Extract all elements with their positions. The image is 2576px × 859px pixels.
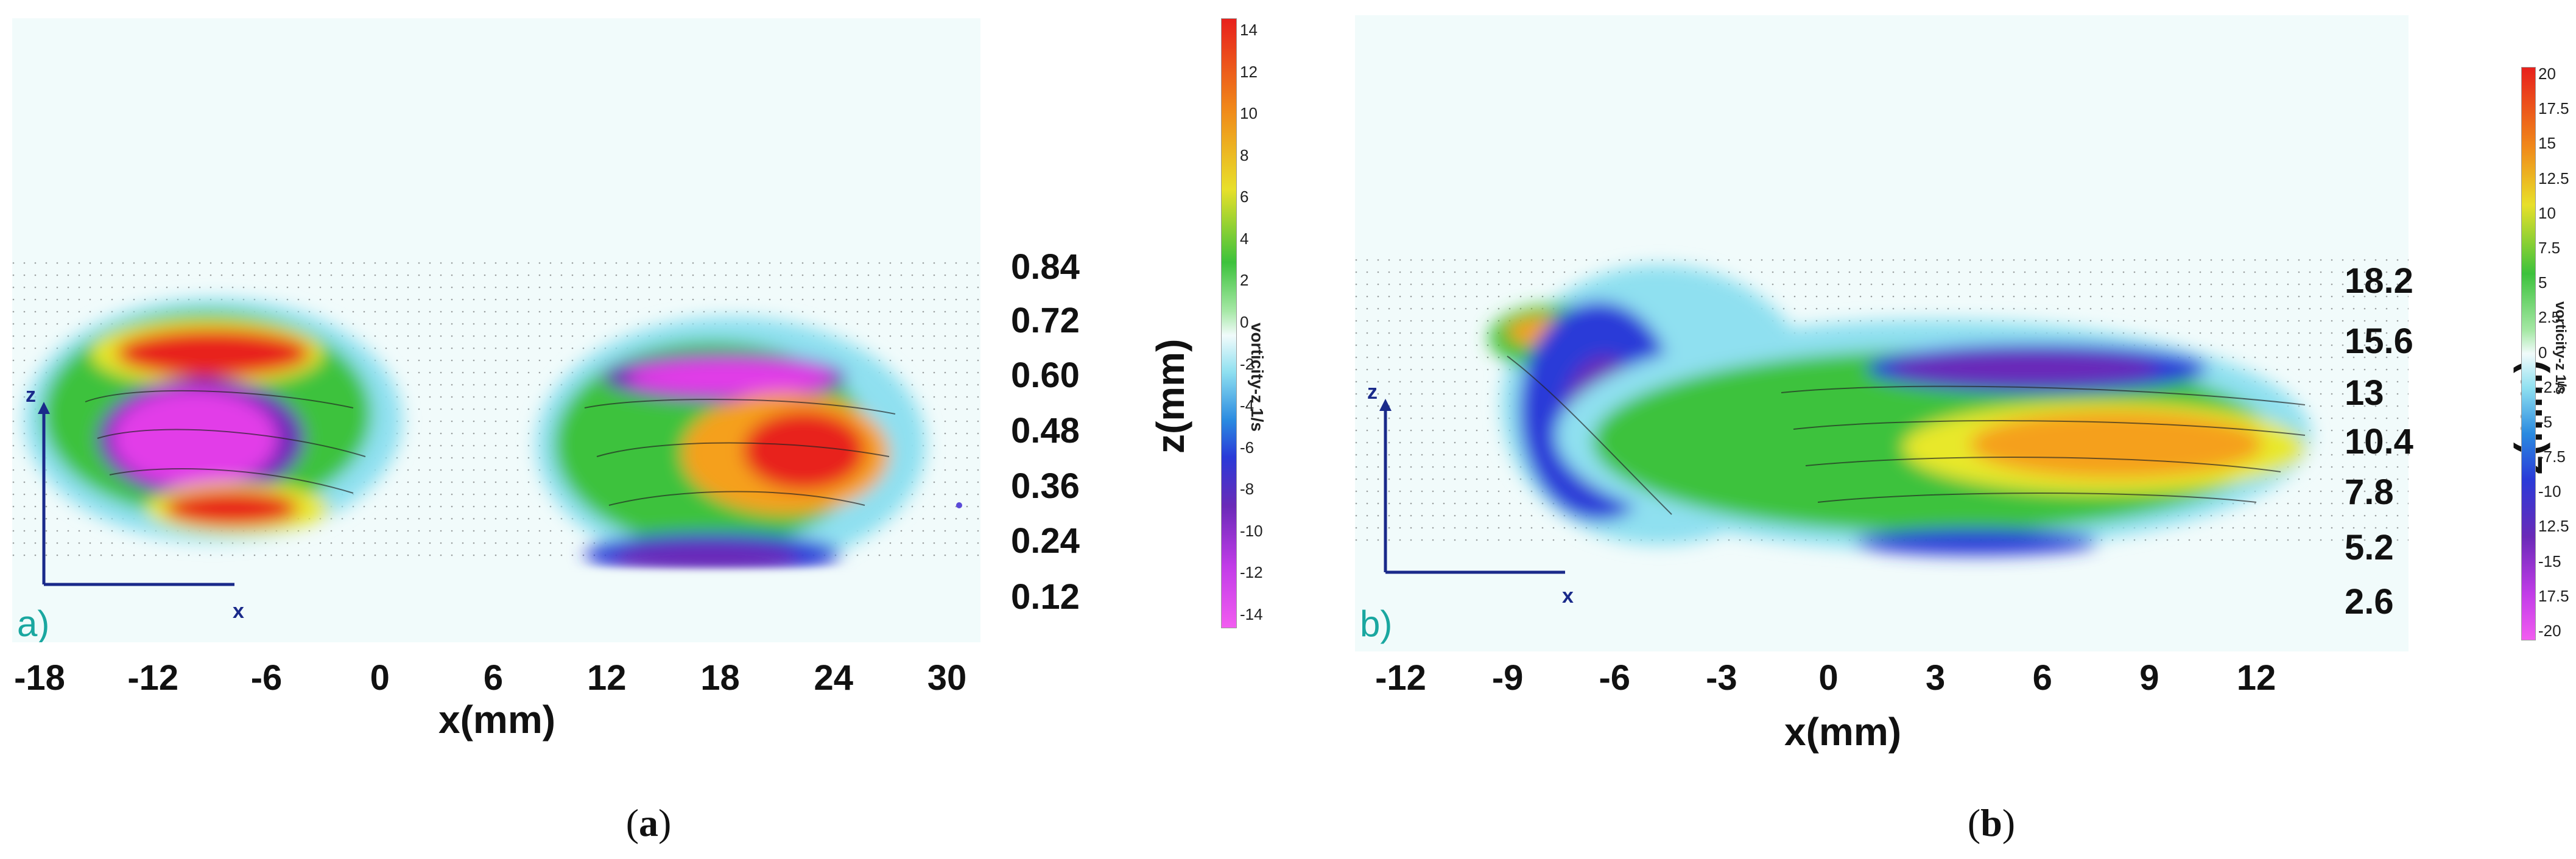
colorbar-tick: -20	[2538, 622, 2561, 640]
x-tick: 30	[927, 658, 967, 698]
colorbar-tick: 14	[1240, 21, 1258, 39]
z-axis-title-a: z(mm)	[1149, 338, 1192, 454]
x-tick: 24	[814, 658, 854, 698]
colorbar-tick: 10	[2538, 203, 2556, 222]
colorbar-tick: 0	[1240, 313, 1249, 331]
x-tick: -12	[127, 658, 179, 698]
panel-a: z x a) 0.84 0.72 0.60 0.48 0.36 0.24 0.1…	[0, 0, 1285, 859]
colorbar-tick: 12.5	[2538, 517, 2569, 536]
x-axis-title-b: x(mm)	[1784, 710, 1902, 754]
x-tick: 3	[1925, 658, 1946, 698]
z-tick: 10.4	[2345, 422, 2413, 461]
colorbar-tick: -8	[1240, 480, 1255, 499]
colorbar-tick: -2.5	[2538, 377, 2566, 396]
vortex-field-b	[1489, 265, 2311, 555]
z-tick: 5.2	[2345, 528, 2394, 567]
inset-axes-a	[38, 402, 234, 586]
colorbar-tick: -4	[1240, 396, 1255, 415]
caption-a: (a)	[625, 801, 672, 844]
colorbar-tick: 15	[2538, 134, 2556, 153]
colorbar-tick: 5	[2538, 273, 2547, 292]
colorbar-tick: -14	[1240, 605, 1263, 623]
x-tick: -6	[250, 658, 283, 698]
colorbar-tick: -10	[1240, 521, 1263, 540]
x-tick: -6	[1599, 658, 1631, 698]
x-tick: -12	[1375, 658, 1426, 698]
x-tick: 12	[586, 658, 627, 698]
colorbar-tick: 0	[2538, 343, 2547, 362]
colorbar-tick: 2.5	[2538, 308, 2561, 327]
left-vortex-a	[24, 298, 402, 542]
colorbar-tick: -10	[2538, 482, 2561, 501]
z-tick: 7.8	[2345, 472, 2394, 512]
mask-a	[12, 569, 980, 642]
colorbar-b	[2521, 67, 2536, 640]
z-tick: 13	[2345, 373, 2384, 413]
vorticity-field-a-svg	[12, 259, 980, 642]
inset-z-label-b: z	[1367, 380, 1378, 404]
colorbar-tick: 6	[1240, 188, 1249, 206]
vorticity-field-a: z x a)	[12, 18, 980, 642]
x-tick: 18	[700, 658, 740, 698]
colorbar-tick: -5	[2538, 412, 2553, 431]
colorbar-tick: 10	[1240, 104, 1258, 123]
colorbar-title-a: vorticity-z 1/s	[1248, 323, 1267, 432]
caption-a-letter: a	[639, 801, 658, 844]
colorbar-tick: 7.5	[2538, 238, 2561, 257]
z-tick: 15.6	[2345, 321, 2413, 361]
streamlines-b	[1507, 356, 2306, 515]
z-tick: 0.24	[1011, 521, 1080, 561]
caption-b-letter: b	[1980, 801, 2002, 844]
inset-z-label-a: z	[26, 384, 36, 407]
x-axis-title-a: x(mm)	[438, 698, 556, 742]
colorbar-tick: 17.5	[2538, 586, 2569, 605]
inset-x-label-b: x	[1562, 584, 1574, 608]
z-tick: 0.84	[1011, 247, 1080, 287]
inset-x-label-a: x	[233, 600, 244, 623]
z-tick: 0.72	[1011, 301, 1080, 340]
marker-dot-a	[956, 502, 962, 508]
vorticity-field-b-svg	[1355, 259, 2409, 574]
streamlines-a	[85, 390, 896, 506]
right-vortex-a	[536, 317, 926, 575]
z-tick: 0.60	[1011, 356, 1080, 395]
colorbar-tick: 12	[1240, 62, 1258, 81]
inset-axes-b	[1379, 399, 1565, 574]
x-tick: 0	[370, 658, 390, 698]
colorbar-tick: -6	[1240, 438, 1255, 457]
z-tick: 0.36	[1011, 466, 1080, 506]
colorbar-tick: -7.5	[2538, 447, 2566, 466]
x-tick: -3	[1706, 658, 1737, 698]
colorbar-a	[1221, 18, 1237, 628]
z-tick: 0.12	[1011, 577, 1080, 617]
colorbar-tick: -12	[1240, 563, 1263, 582]
colorbar-tick: -2	[1240, 354, 1255, 373]
x-tick: 9	[2139, 658, 2159, 698]
x-tick: 6	[483, 658, 504, 698]
z-tick: 0.48	[1011, 411, 1080, 451]
colorbar-tick: 20	[2538, 65, 2556, 83]
vorticity-field-b: z x b)	[1355, 15, 2409, 651]
panel-b: z x b) 18.2 15.6 13 10.4 7.8 5.2 2.6 z(m…	[1285, 0, 2576, 859]
colorbar-tick: -15	[2538, 552, 2561, 570]
colorbar-tick: 17.5	[2538, 99, 2569, 118]
x-tick: 6	[2032, 658, 2052, 698]
x-tick: 0	[1818, 658, 1839, 698]
colorbar-tick: 8	[1240, 146, 1249, 164]
z-tick: 18.2	[2345, 261, 2413, 301]
colorbar-tick: 4	[1240, 229, 1249, 248]
panel-label-a: a)	[17, 603, 50, 642]
x-tick: -9	[1491, 658, 1524, 698]
colorbar-tick: 12.5	[2538, 169, 2569, 188]
x-tick: -18	[14, 658, 65, 698]
z-tick: 2.6	[2345, 582, 2394, 622]
colorbar-title-b: vorticity-z 1/s	[2552, 301, 2569, 395]
panel-label-b: b)	[1360, 603, 1393, 644]
colorbar-tick: 2	[1240, 271, 1249, 290]
x-tick: 12	[2236, 658, 2276, 698]
caption-b: (b)	[1967, 801, 2016, 844]
